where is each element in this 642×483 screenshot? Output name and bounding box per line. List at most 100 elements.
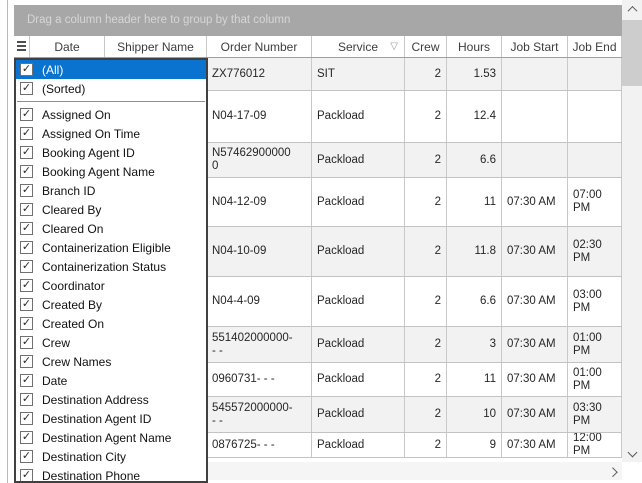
checkbox-icon[interactable]: ✓ — [20, 63, 33, 76]
filter-item-all[interactable]: ✓ (All) — [16, 60, 206, 79]
filter-item-crew-names[interactable]: ✓ Crew Names — [16, 352, 206, 371]
filter-item-assigned-on-time[interactable]: ✓ Assigned On Time — [16, 124, 206, 143]
column-chooser-icon[interactable] — [17, 41, 26, 52]
cell-job-start[interactable]: 07:30 AM — [502, 397, 568, 432]
column-header-indicator[interactable] — [14, 36, 30, 57]
cell-order-number[interactable]: 0960731- - - — [207, 363, 312, 396]
cell-hours[interactable]: 12.4 — [447, 91, 502, 142]
cell-order-number[interactable]: ZX776012 — [207, 58, 312, 90]
cell-order-number[interactable]: N57462900000 0 — [207, 143, 312, 177]
checkbox-icon[interactable]: ✓ — [20, 127, 33, 140]
cell-order-number[interactable]: 0876725- - - — [207, 433, 312, 457]
cell-job-end[interactable]: 03:00 PM — [568, 277, 622, 326]
cell-order-number[interactable]: N04-10-09 — [207, 227, 312, 276]
cell-hours[interactable]: 11 — [447, 363, 502, 396]
cell-job-start[interactable] — [502, 58, 568, 90]
column-header-service[interactable]: Service ▽ — [312, 36, 405, 57]
cell-order-number[interactable]: N04-17-09 — [207, 91, 312, 142]
filter-item-destination-address[interactable]: ✓ Destination Address — [16, 390, 206, 409]
column-header-job-start[interactable]: Job Start — [502, 36, 568, 57]
column-header-hours[interactable]: Hours — [447, 36, 502, 57]
filter-item-destination-phone[interactable]: ✓ Destination Phone — [16, 466, 206, 481]
cell-service[interactable]: Packload — [312, 178, 405, 226]
column-header-order-number[interactable]: Order Number — [207, 36, 312, 57]
checkbox-icon[interactable]: ✓ — [20, 165, 33, 178]
cell-crew[interactable]: 2 — [405, 363, 447, 396]
filter-item-coordinator[interactable]: ✓ Coordinator — [16, 276, 206, 295]
filter-item-created-by[interactable]: ✓ Created By — [16, 295, 206, 314]
cell-job-start[interactable]: 07:30 AM — [502, 327, 568, 362]
cell-job-start[interactable]: 07:30 AM — [502, 277, 568, 326]
filter-item-destination-city[interactable]: ✓ Destination City — [16, 447, 206, 466]
cell-crew[interactable]: 2 — [405, 91, 447, 142]
checkbox-icon[interactable]: ✓ — [20, 108, 33, 121]
filter-item-crew[interactable]: ✓ Crew — [16, 333, 206, 352]
cell-crew[interactable]: 2 — [405, 58, 447, 90]
column-header-job-end[interactable]: Job End — [568, 36, 622, 57]
cell-crew[interactable]: 2 — [405, 178, 447, 226]
cell-service[interactable]: Packload — [312, 277, 405, 326]
checkbox-icon[interactable]: ✓ — [20, 82, 33, 95]
checkbox-icon[interactable]: ✓ — [20, 241, 33, 254]
cell-job-start[interactable]: 07:30 AM — [502, 433, 568, 457]
filter-item-cleared-on[interactable]: ✓ Cleared On — [16, 219, 206, 238]
checkbox-icon[interactable]: ✓ — [20, 317, 33, 330]
vertical-scrollbar[interactable] — [622, 0, 642, 462]
cell-crew[interactable]: 2 — [405, 143, 447, 177]
cell-job-end[interactable]: 07:00 PM — [568, 178, 622, 226]
filter-item-branch-id[interactable]: ✓ Branch ID — [16, 181, 206, 200]
filter-item-sorted[interactable]: ✓ (Sorted) — [16, 79, 206, 98]
cell-crew[interactable]: 2 — [405, 397, 447, 432]
checkbox-icon[interactable]: ✓ — [20, 450, 33, 463]
column-header-crew[interactable]: Crew — [405, 36, 447, 57]
filter-item-booking-agent-id[interactable]: ✓ Booking Agent ID — [16, 143, 206, 162]
filter-item-containerization-eligible[interactable]: ✓ Containerization Eligible — [16, 238, 206, 257]
cell-job-start[interactable] — [502, 91, 568, 142]
cell-job-end[interactable] — [568, 58, 622, 90]
cell-job-start[interactable] — [502, 143, 568, 177]
cell-job-end[interactable]: 01:00 PM — [568, 327, 622, 362]
column-header-date[interactable]: Date — [30, 36, 105, 57]
filter-item-date[interactable]: ✓ Date — [16, 371, 206, 390]
cell-service[interactable]: Packload — [312, 433, 405, 457]
cell-job-start[interactable]: 07:30 AM — [502, 227, 568, 276]
checkbox-icon[interactable]: ✓ — [20, 203, 33, 216]
scroll-down-button[interactable] — [622, 443, 642, 462]
filter-item-created-on[interactable]: ✓ Created On — [16, 314, 206, 333]
cell-hours[interactable]: 11.8 — [447, 227, 502, 276]
cell-order-number[interactable]: N04-4-09 — [207, 277, 312, 326]
cell-order-number[interactable]: 551402000000- - - — [207, 327, 312, 362]
cell-service[interactable]: Packload — [312, 363, 405, 396]
cell-job-start[interactable]: 07:30 AM — [502, 178, 568, 226]
checkbox-icon[interactable]: ✓ — [20, 393, 33, 406]
cell-job-end[interactable] — [568, 91, 622, 142]
scroll-up-button[interactable] — [622, 0, 642, 19]
filter-item-destination-agent-name[interactable]: ✓ Destination Agent Name — [16, 428, 206, 447]
filter-item-containerization-status[interactable]: ✓ Containerization Status — [16, 257, 206, 276]
filter-icon[interactable]: ▽ — [390, 40, 398, 52]
cell-hours[interactable]: 11 — [447, 178, 502, 226]
checkbox-icon[interactable]: ✓ — [20, 298, 33, 311]
cell-hours[interactable]: 9 — [447, 433, 502, 457]
checkbox-icon[interactable]: ✓ — [20, 260, 33, 273]
scroll-right-button[interactable] — [604, 462, 622, 480]
cell-job-end[interactable]: 02:30 PM — [568, 227, 622, 276]
cell-order-number[interactable]: N04-12-09 — [207, 178, 312, 226]
cell-crew[interactable]: 2 — [405, 327, 447, 362]
cell-job-end[interactable]: 12:00 PM — [568, 433, 622, 457]
cell-job-start[interactable]: 07:30 AM — [502, 363, 568, 396]
checkbox-icon[interactable]: ✓ — [20, 146, 33, 159]
filter-item-cleared-by[interactable]: ✓ Cleared By — [16, 200, 206, 219]
checkbox-icon[interactable]: ✓ — [20, 336, 33, 349]
cell-order-number[interactable]: 545572000000- - - — [207, 397, 312, 432]
cell-service[interactable]: SIT — [312, 58, 405, 90]
checkbox-icon[interactable]: ✓ — [20, 469, 33, 481]
cell-service[interactable]: Packload — [312, 227, 405, 276]
cell-hours[interactable]: 3 — [447, 327, 502, 362]
cell-crew[interactable]: 2 — [405, 433, 447, 457]
cell-service[interactable]: Packload — [312, 327, 405, 362]
checkbox-icon[interactable]: ✓ — [20, 355, 33, 368]
checkbox-icon[interactable]: ✓ — [20, 412, 33, 425]
cell-service[interactable]: Packload — [312, 143, 405, 177]
cell-hours[interactable]: 1.53 — [447, 58, 502, 90]
